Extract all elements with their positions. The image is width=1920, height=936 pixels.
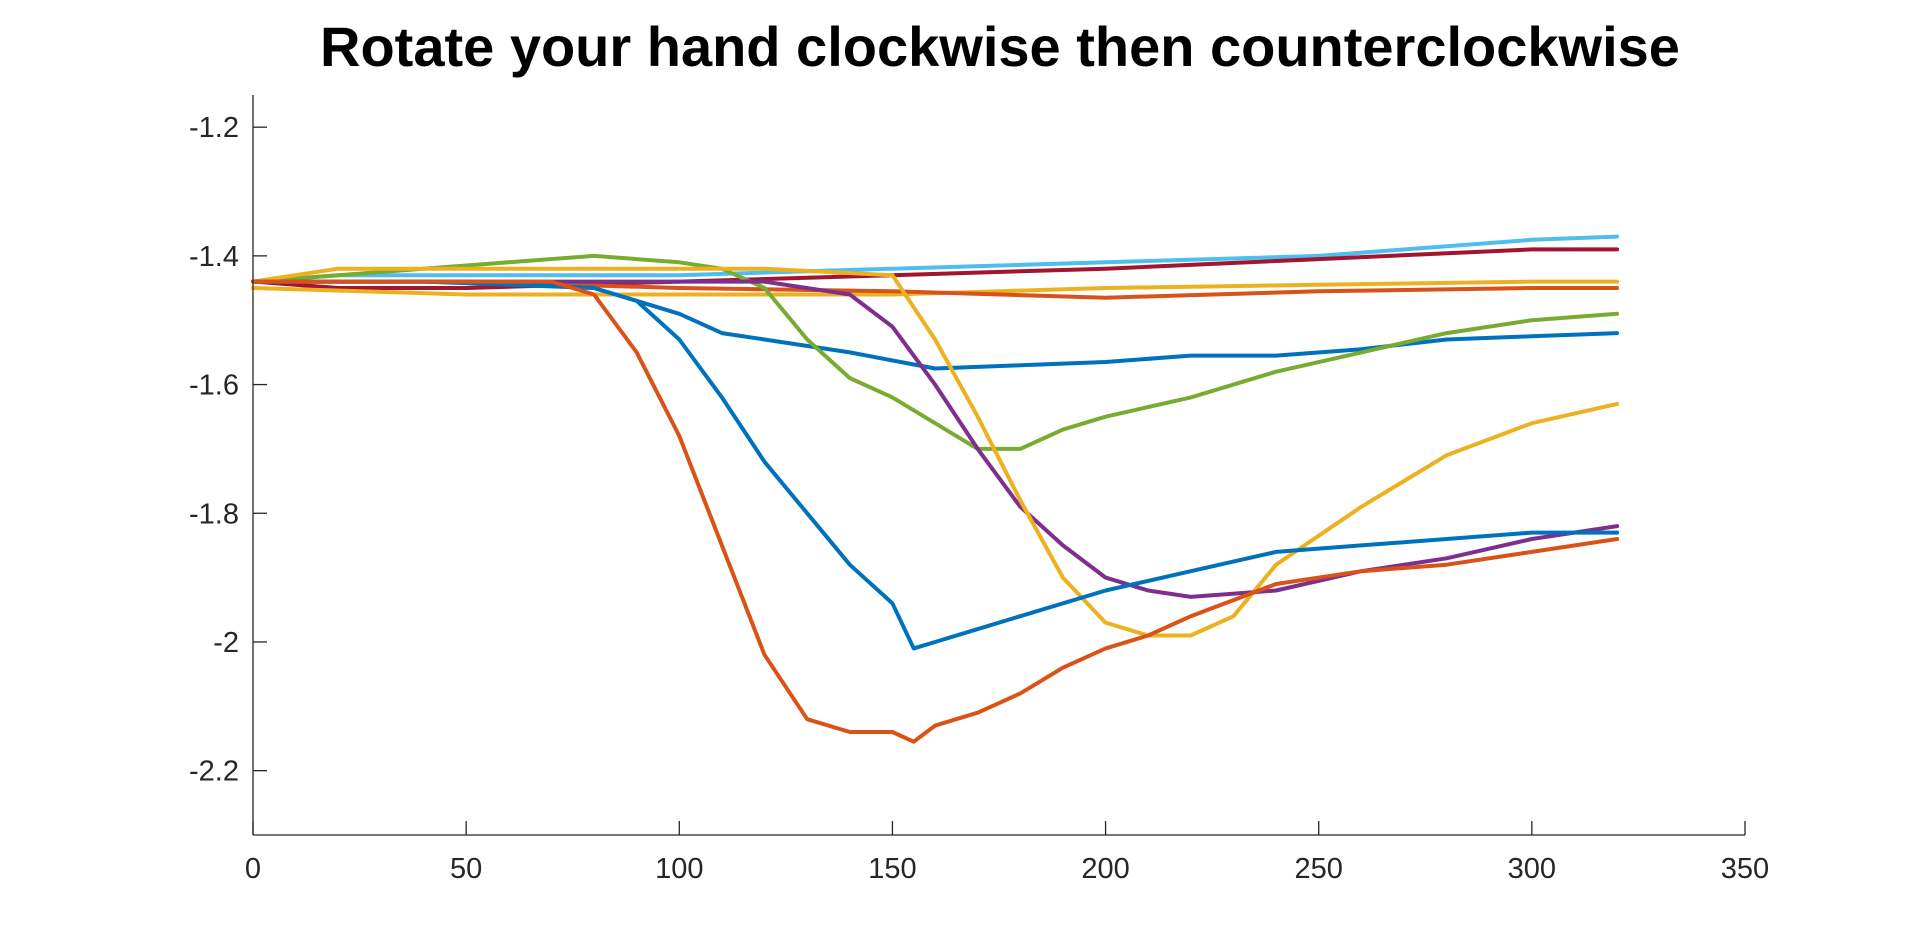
- y-tick-label: -1.4: [189, 241, 239, 273]
- series-line-9: [251, 279, 1620, 651]
- x-tick-label: 150: [868, 853, 916, 885]
- x-tick-label: 250: [1295, 853, 1343, 885]
- x-tick-label: 200: [1081, 853, 1129, 885]
- series-layer: [251, 234, 1620, 744]
- y-tick-label: -1.6: [189, 370, 239, 402]
- y-tick-label: -1.8: [189, 498, 239, 530]
- x-tick-label: 0: [245, 853, 261, 885]
- x-tick-label: 350: [1721, 853, 1769, 885]
- y-tick-label: -1.2: [189, 112, 239, 144]
- chart-title: Rotate your hand clockwise then counterc…: [320, 15, 1680, 78]
- x-tick-label: 100: [655, 853, 703, 885]
- series-line-8: [251, 266, 1620, 638]
- series-line-6: [251, 253, 1620, 451]
- series-line-10: [251, 279, 1620, 744]
- y-tick-label: -2.2: [189, 756, 239, 788]
- y-axis-ticks: -1.2 -1.4 -1.6 -1.8 -2 -2.2: [189, 112, 267, 788]
- series-line-3: [251, 279, 1620, 297]
- x-tick-label: 300: [1508, 853, 1556, 885]
- series-line-7: [251, 279, 1620, 599]
- x-tick-label: 50: [450, 853, 482, 885]
- series-line-1: [251, 234, 1620, 284]
- y-tick-label: -2: [213, 627, 239, 659]
- x-axis-ticks: 0 50 100 150 200 250 300 350: [245, 821, 1769, 885]
